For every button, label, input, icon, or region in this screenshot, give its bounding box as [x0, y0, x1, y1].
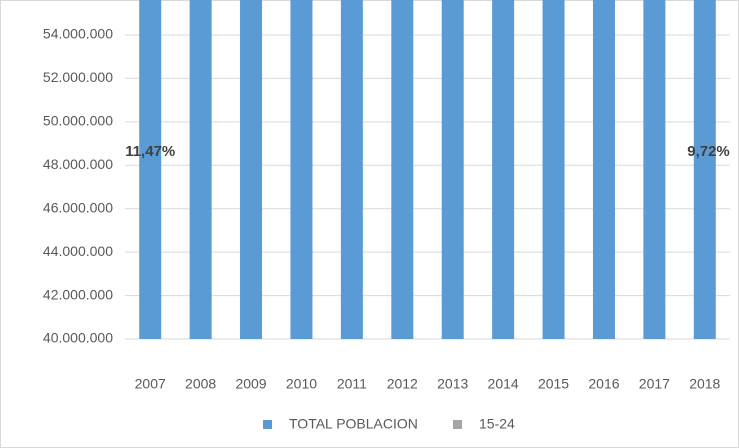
x-tick-label: 2017 [639, 376, 670, 392]
bar-segment [139, 0, 162, 339]
y-tick-label: 54.000.000 [43, 26, 113, 42]
y-tick-label: 48.000.000 [43, 156, 113, 172]
x-tick-label: 2015 [538, 376, 569, 392]
legend-label: TOTAL POBLACION [289, 416, 418, 432]
bar-segment [643, 0, 666, 339]
y-tick-label: 46.000.000 [43, 199, 113, 215]
bar-segment [592, 0, 615, 339]
y-tick-label: 44.000.000 [43, 243, 113, 259]
x-tick-label: 2012 [387, 376, 418, 392]
x-tick-label: 2018 [689, 376, 720, 392]
x-tick-label: 2008 [185, 376, 216, 392]
bar-segment [542, 0, 565, 339]
bar-segment [693, 0, 716, 339]
bar-segment [240, 0, 263, 339]
legend-label: 15-24 [479, 416, 515, 432]
y-tick-label: 42.000.000 [43, 286, 113, 302]
x-tick-label: 2014 [488, 376, 519, 392]
legend-swatch [263, 420, 272, 429]
bar-segment [189, 0, 212, 339]
x-tick-label: 2007 [135, 376, 166, 392]
y-tick-label: 50.000.000 [43, 113, 113, 129]
bar-segment [492, 0, 515, 339]
bar-segment [441, 0, 464, 339]
x-tick-label: 2016 [588, 376, 619, 392]
bar-segment [290, 0, 313, 339]
annotation: 11,47% [125, 143, 175, 160]
x-tick-label: 2011 [337, 376, 367, 392]
x-tick-label: 2013 [437, 376, 468, 392]
bar-segment [340, 0, 363, 339]
x-tick-label: 2010 [286, 376, 317, 392]
y-tick-label: 52.000.000 [43, 69, 113, 85]
bar-segment [391, 0, 414, 339]
annotation: 9,72% [687, 143, 730, 160]
x-tick-label: 2009 [235, 376, 266, 392]
legend-swatch [453, 420, 462, 429]
y-tick-label: 40.000.000 [43, 330, 113, 346]
